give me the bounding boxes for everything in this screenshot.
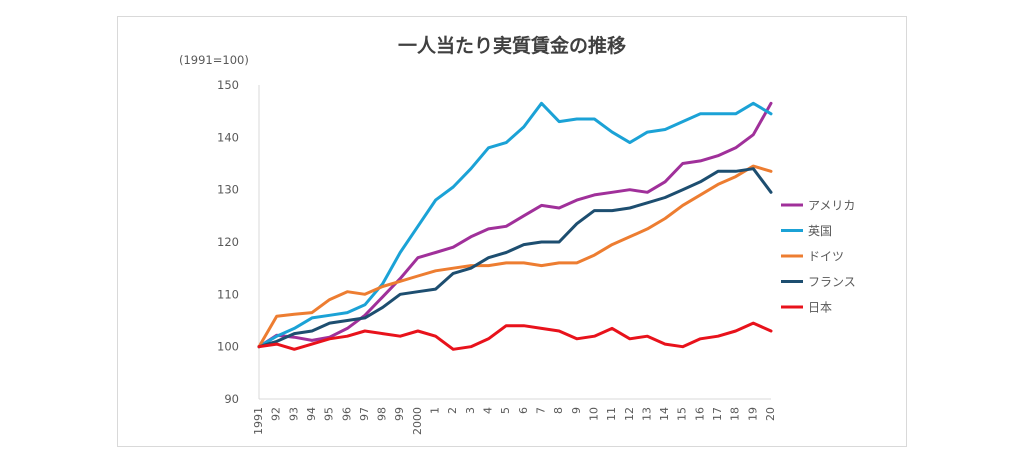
series-line — [257, 167, 773, 349]
x-tick-label: 93 — [287, 407, 300, 421]
x-tick-label: 1991 — [252, 407, 265, 435]
x-tick-label: 8 — [552, 407, 565, 414]
legend-label: 日本 — [808, 301, 832, 315]
legend-label: ドイツ — [808, 250, 844, 264]
legend-label: 英国 — [808, 224, 832, 238]
y-tick-label: 90 — [224, 392, 239, 406]
x-tick-label: 2000 — [411, 407, 424, 435]
y-tick-label: 120 — [217, 235, 239, 249]
x-tick-label: 4 — [482, 407, 495, 414]
x-tick-label: 3 — [464, 407, 477, 414]
x-tick-label: 17 — [711, 407, 724, 421]
axes — [258, 85, 771, 400]
x-axis-ticks: 1991 92 93 94 95 96 97 98 99 2000 1 2 3 4 5 6 7 8 9 10 11 12 1… — [252, 407, 777, 435]
x-tick-label: 13 — [640, 407, 653, 421]
series-lines — [257, 101, 773, 351]
x-tick-label: 11 — [605, 407, 618, 421]
x-tick-label: 7 — [534, 407, 547, 414]
y-axis-ticks: 90 100 110 120 130 140 150 — [217, 78, 239, 406]
legend-label: アメリカ — [808, 199, 855, 213]
x-tick-label: 9 — [570, 407, 583, 414]
series-line — [257, 101, 773, 349]
x-tick-label: 2 — [446, 407, 459, 414]
x-tick-label: 16 — [693, 407, 706, 421]
x-tick-label: 20 — [764, 407, 777, 421]
legend-label: フランス — [808, 275, 856, 289]
x-tick-label: 94 — [305, 407, 318, 421]
y-tick-label: 140 — [217, 130, 239, 144]
y-tick-label: 110 — [217, 287, 239, 301]
x-tick-label: 14 — [658, 407, 671, 421]
x-tick-label: 95 — [323, 407, 336, 421]
x-tick-label: 99 — [393, 407, 406, 421]
series-line — [257, 321, 773, 351]
x-tick-label: 5 — [499, 407, 512, 414]
y-tick-label: 130 — [217, 183, 239, 197]
x-tick-label: 97 — [358, 407, 371, 421]
x-tick-label: 6 — [517, 407, 530, 414]
x-tick-label: 19 — [746, 407, 759, 421]
x-tick-label: 96 — [340, 407, 353, 421]
series-line — [257, 164, 773, 349]
x-tick-label: 18 — [729, 407, 742, 421]
chart-frame — [117, 16, 907, 447]
y-tick-label: 100 — [217, 340, 239, 354]
x-tick-label: 15 — [676, 407, 689, 421]
y-tick-label: 150 — [217, 78, 239, 92]
x-tick-label: 1 — [429, 407, 442, 414]
x-tick-label: 92 — [270, 407, 283, 421]
x-tick-label: 10 — [587, 407, 600, 421]
chart-title: 一人当たり実質賃金の推移 — [398, 34, 626, 57]
series-line — [257, 101, 773, 349]
x-tick-label: 98 — [376, 407, 389, 421]
unit-label: (1991=100) — [179, 53, 249, 67]
x-tick-label: 12 — [623, 407, 636, 421]
